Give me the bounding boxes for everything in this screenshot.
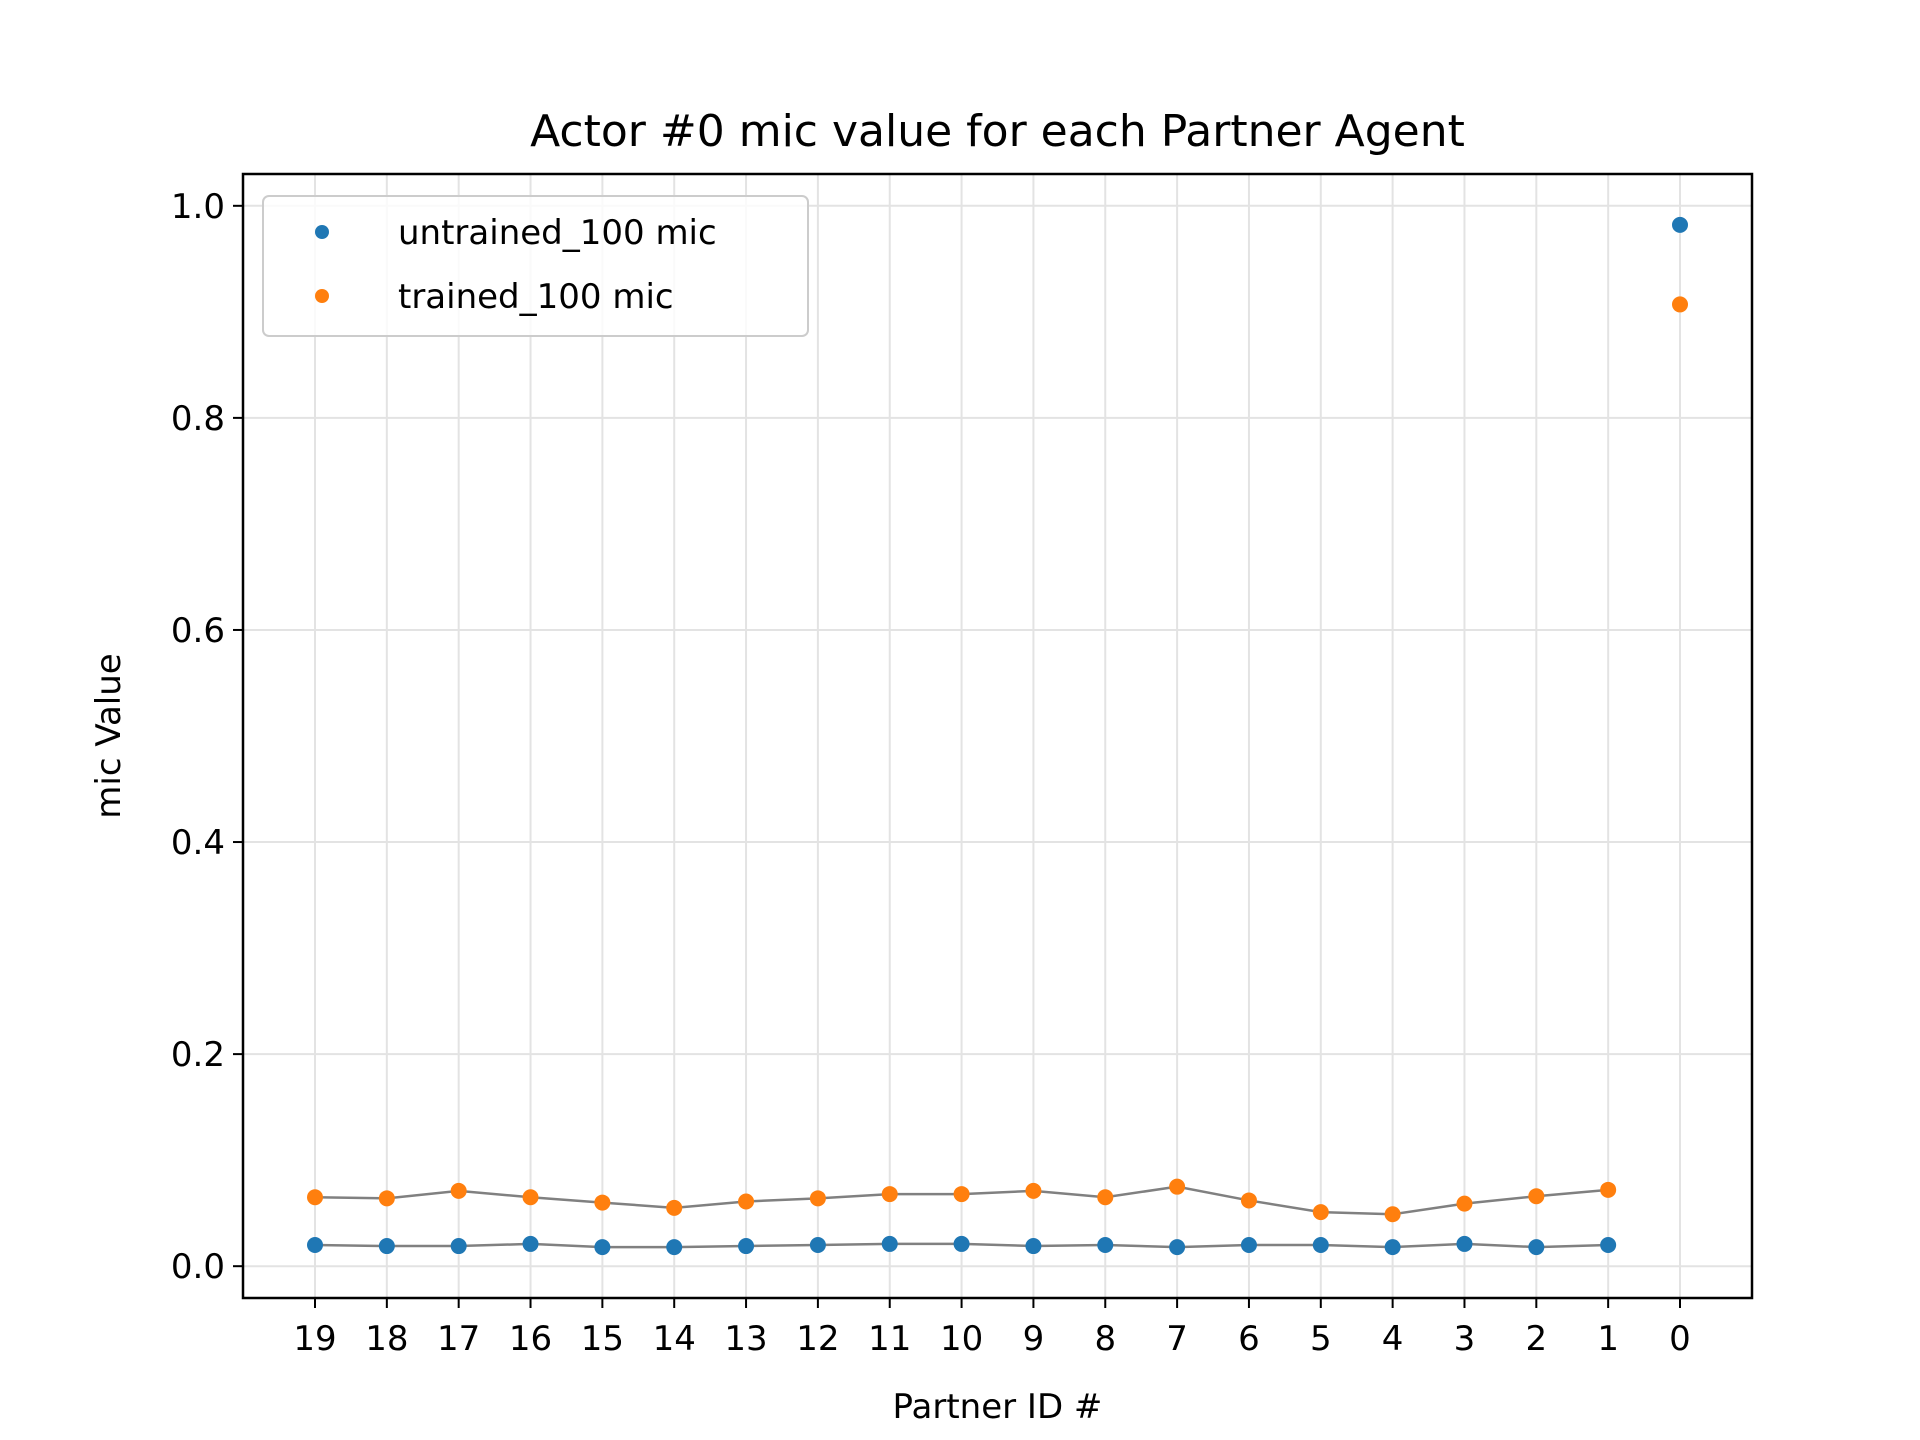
trained-point-14 [666, 1199, 683, 1216]
trained-point-8 [1097, 1189, 1114, 1206]
trained-point-4 [1384, 1206, 1401, 1223]
x-tick-label: 2 [1525, 1319, 1547, 1359]
untrained-point-8 [1097, 1236, 1114, 1253]
x-tick-label: 9 [1023, 1319, 1045, 1359]
y-tick-label: 0.8 [171, 399, 225, 439]
trained-point-2 [1528, 1188, 1545, 1205]
untrained-point-0 [1672, 216, 1688, 233]
untrained-point-2 [1528, 1239, 1545, 1256]
x-tick-label: 5 [1310, 1319, 1332, 1359]
untrained-point-12 [809, 1236, 826, 1253]
untrained-point-6 [1240, 1236, 1257, 1253]
x-tick-label: 13 [724, 1319, 767, 1359]
y-tick-label: 0.6 [171, 611, 225, 651]
plot-frame [241, 172, 1754, 1300]
trained-point-0 [1672, 296, 1688, 313]
x-axis-label: Partner ID # [893, 1387, 1103, 1427]
trained-point-10 [953, 1186, 970, 1203]
legend-box [262, 195, 809, 337]
x-tick-label: 10 [940, 1319, 983, 1359]
legend-marker-trained [315, 289, 329, 303]
trained-point-1 [1600, 1181, 1617, 1198]
untrained-point-5 [1312, 1236, 1329, 1253]
trained-point-15 [594, 1194, 611, 1211]
untrained-point-11 [881, 1235, 898, 1252]
untrained-point-10 [953, 1235, 970, 1252]
trained-point-5 [1312, 1204, 1329, 1221]
untrained-point-18 [378, 1238, 395, 1255]
grid-layer [243, 174, 1752, 1298]
untrained-point-15 [594, 1239, 611, 1256]
legend: untrained_100 mic trained_100 mic [262, 195, 809, 337]
x-tick-label: 0 [1669, 1319, 1691, 1359]
x-tick-label: 16 [509, 1319, 552, 1359]
trained-point-17 [450, 1182, 467, 1199]
data-points [307, 216, 1688, 1256]
legend-marker-untrained [315, 225, 329, 239]
trained-point-13 [738, 1193, 755, 1210]
x-tick-label: 8 [1094, 1319, 1116, 1359]
x-tick-label: 3 [1454, 1319, 1476, 1359]
legend-label-trained: trained_100 mic [398, 277, 674, 317]
trained-point-19 [307, 1189, 323, 1206]
x-tick-label: 15 [581, 1319, 624, 1359]
trained-point-9 [1025, 1182, 1042, 1199]
y-tick-label: 0.2 [171, 1035, 225, 1075]
trained-point-11 [881, 1186, 898, 1203]
trained-point-18 [378, 1190, 395, 1207]
untrained-point-13 [738, 1238, 755, 1255]
untrained-point-16 [522, 1235, 539, 1252]
untrained-point-14 [666, 1239, 683, 1256]
trained-point-16 [522, 1189, 539, 1206]
x-tick-label: 7 [1166, 1319, 1188, 1359]
x-tick-label: 1 [1597, 1319, 1619, 1359]
trained-point-7 [1169, 1178, 1186, 1195]
untrained-point-9 [1025, 1238, 1042, 1255]
y-tick-label: 0.0 [171, 1247, 225, 1287]
untrained-point-3 [1456, 1235, 1473, 1252]
x-tick-label: 14 [653, 1319, 696, 1359]
x-tick-label: 19 [293, 1319, 336, 1359]
trained-point-3 [1456, 1195, 1473, 1212]
untrained-point-17 [450, 1238, 467, 1255]
y-tick-label: 1.0 [171, 187, 225, 227]
x-tick-label: 11 [868, 1319, 911, 1359]
x-tick-label: 18 [365, 1319, 408, 1359]
y-tick-label: 0.4 [171, 823, 225, 863]
x-tick-label: 6 [1238, 1319, 1260, 1359]
untrained-point-4 [1384, 1239, 1401, 1256]
axis-ticks: 19 18 17 16 15 14 13 12 11 10 9 8 7 6 5 4 3 2 1 00.00.20.40… [171, 187, 1691, 1359]
chart-title: Actor #0 mic value for each Partner Agen… [530, 106, 1465, 157]
x-tick-label: 17 [437, 1319, 480, 1359]
untrained-point-1 [1600, 1236, 1617, 1253]
x-tick-label: 12 [796, 1319, 839, 1359]
x-tick-label: 4 [1382, 1319, 1404, 1359]
trained-point-12 [809, 1190, 826, 1207]
legend-label-untrained: untrained_100 mic [398, 213, 717, 253]
untrained-point-7 [1169, 1239, 1186, 1256]
trained-point-6 [1240, 1192, 1257, 1209]
untrained-point-19 [307, 1236, 323, 1253]
y-axis-label: mic Value [89, 653, 129, 818]
